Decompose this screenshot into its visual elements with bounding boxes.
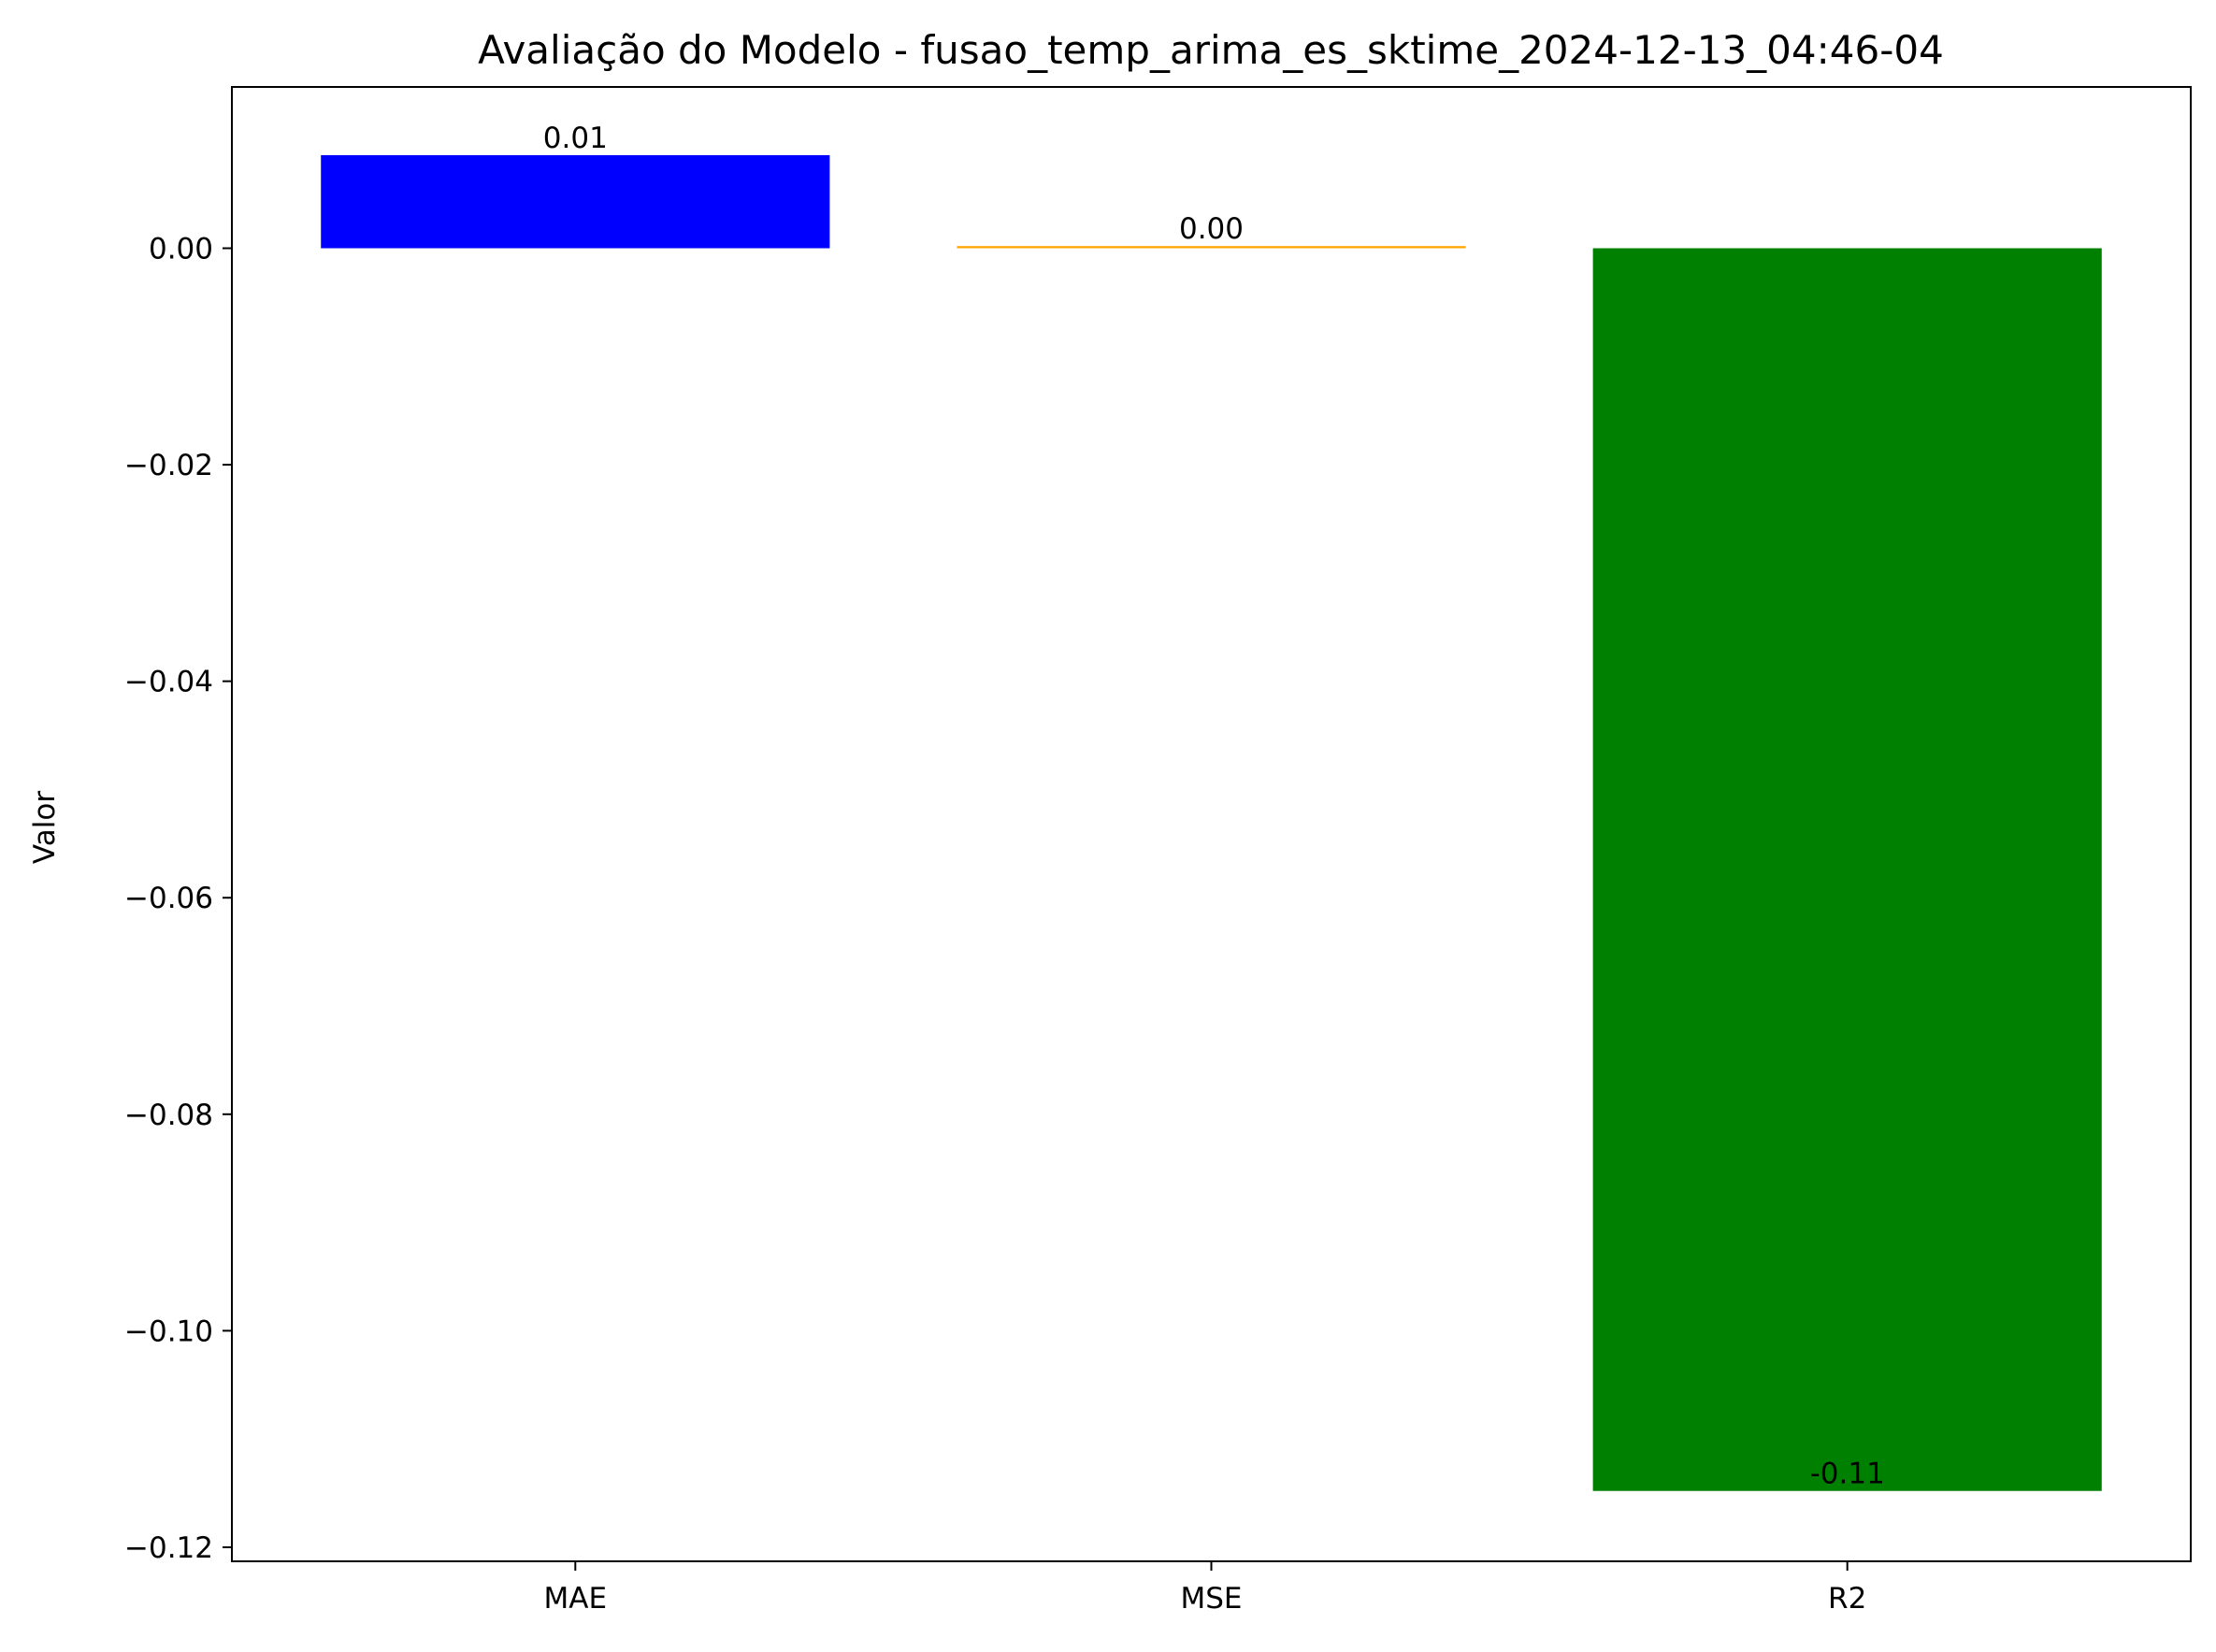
bar-r2 bbox=[1592, 248, 2102, 1491]
y-axis-label: Valor bbox=[28, 791, 62, 864]
x-axis: MAE MSE R2 bbox=[544, 1561, 1866, 1616]
y-tick-label: −0.04 bbox=[124, 666, 213, 699]
bar-mae bbox=[321, 154, 830, 249]
data-label-mae: 0.01 bbox=[543, 122, 608, 155]
data-label-mse: 0.00 bbox=[1179, 212, 1244, 246]
plot-area-frame bbox=[231, 86, 2192, 1562]
y-tick-label: −0.08 bbox=[124, 1099, 213, 1132]
chart-title: Avaliação do Modelo - fusao_temp_arima_e… bbox=[478, 27, 1944, 73]
data-label-r2: -0.11 bbox=[1810, 1458, 1885, 1491]
bar-mse bbox=[957, 246, 1466, 249]
x-tick-label-mae: MAE bbox=[544, 1582, 608, 1616]
data-labels-layer: 0.01 0.00 -0.11 bbox=[543, 122, 1885, 1491]
bars-layer bbox=[321, 154, 2102, 1491]
y-tick-label: −0.06 bbox=[124, 882, 213, 915]
x-tick-label-r2: R2 bbox=[1828, 1582, 1866, 1616]
x-tick-label-mse: MSE bbox=[1180, 1582, 1242, 1616]
y-tick-label: −0.02 bbox=[124, 449, 213, 482]
y-tick-label: −0.12 bbox=[124, 1531, 213, 1565]
y-tick-label: 0.00 bbox=[149, 233, 213, 266]
y-tick-label: −0.10 bbox=[124, 1314, 213, 1348]
y-axis: 0.00 −0.02 −0.04 −0.06 −0.08 −0.10 −0.12 bbox=[124, 233, 232, 1565]
